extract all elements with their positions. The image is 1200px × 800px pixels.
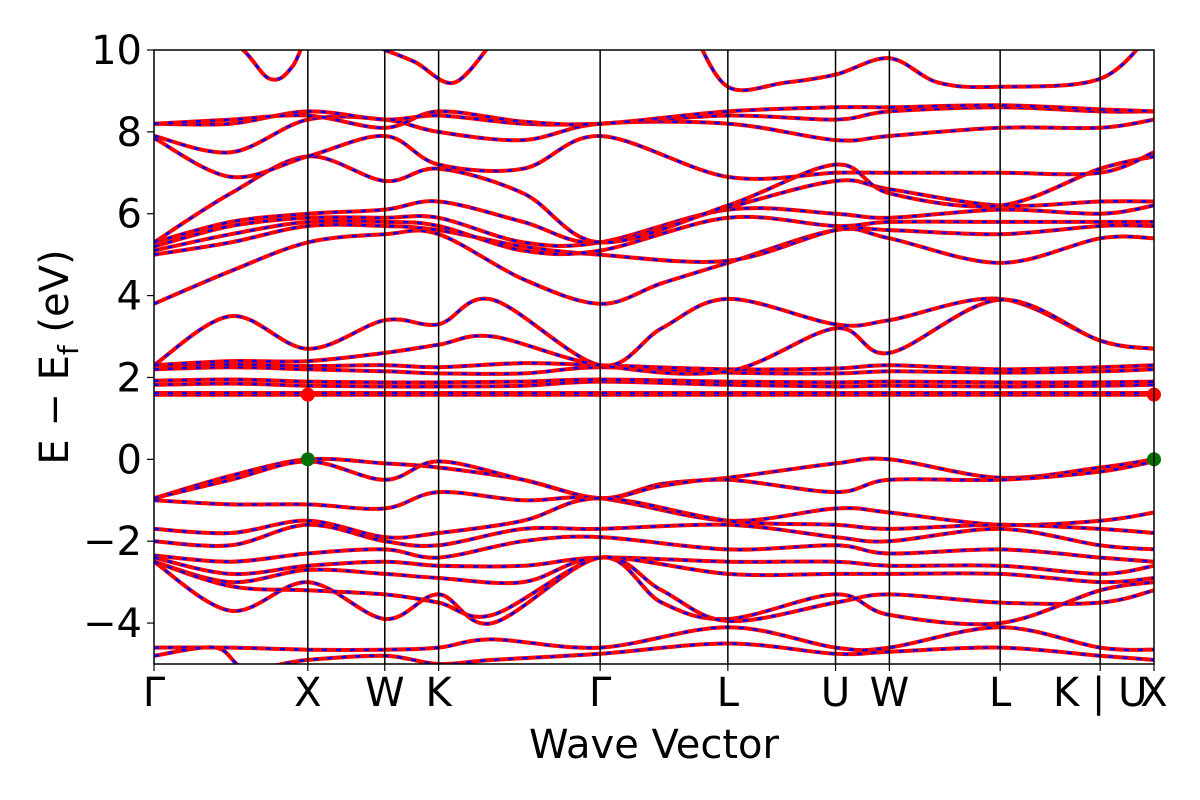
y-tick-label-0: −4 — [83, 601, 142, 647]
band-line-overlay-16 — [154, 106, 1154, 126]
x-tick-label-0: Γ — [143, 670, 166, 716]
cbm-marker-0 — [300, 387, 315, 402]
band-line-overlay-6 — [154, 297, 1154, 367]
y-tick-label-2: 0 — [117, 437, 142, 483]
band-line-overlay-29 — [154, 556, 1154, 626]
y-tick-label-3: 2 — [117, 355, 142, 401]
x-tick-label-3: K — [425, 670, 453, 716]
x-tick-label-2: W — [365, 670, 405, 716]
y-axis-label-unit: (eV) — [32, 249, 78, 345]
band-line-overlay-2 — [154, 380, 1154, 388]
band-line-overlay-31 — [154, 625, 1154, 652]
x-tick-label-1: X — [294, 670, 321, 716]
x-tick-label-7: W — [870, 670, 910, 716]
band-line-overlay-21 — [154, 457, 1154, 500]
band-line-overlay-26 — [154, 535, 1154, 563]
band-line-overlay-17 — [154, 103, 1154, 130]
band-line-overlay-22 — [154, 460, 1154, 500]
band-line-overlay-27 — [154, 556, 1154, 576]
y-axis-label-subscript: f — [52, 344, 85, 355]
y-tick-label-5: 6 — [117, 192, 142, 238]
y-tick-label-1: −2 — [83, 519, 142, 565]
x-tick-label-9: K | U — [1053, 670, 1147, 716]
band-line-overlay-5 — [154, 361, 1154, 371]
plot-frame — [153, 49, 1155, 665]
x-tick-label-8: L — [989, 670, 1012, 716]
band-line-overlay-30 — [154, 555, 1154, 623]
x-tick-label-5: L — [717, 670, 740, 716]
y-tick-label-6: 8 — [117, 110, 142, 156]
y-axis-label-main: E − E — [32, 355, 78, 465]
y-tick-label-4: 4 — [117, 274, 142, 320]
y-axis-label: E − Ef (eV) — [32, 249, 85, 464]
y-axis-ticks: −4 −2 0 2 4 6 8 10 — [83, 28, 154, 647]
y-tick-label-7: 10 — [91, 28, 142, 74]
band-line-overlay-20 — [701, 50, 1139, 92]
x-tick-label-4: Γ — [589, 670, 612, 716]
high-symmetry-lines — [307, 50, 1101, 664]
x-axis-label: Wave Vector — [529, 722, 780, 768]
band-line-overlay-23 — [154, 490, 1154, 527]
band-line-overlay-3 — [154, 378, 1154, 384]
x-tick-label-10: X — [1140, 670, 1167, 716]
band-line-overlay-4 — [154, 365, 1154, 376]
band-line-overlay-18 — [241, 50, 302, 81]
x-tick-label-6: U — [821, 670, 850, 716]
vbm-marker-2 — [300, 452, 315, 467]
band-line-overlay-19 — [384, 50, 488, 85]
